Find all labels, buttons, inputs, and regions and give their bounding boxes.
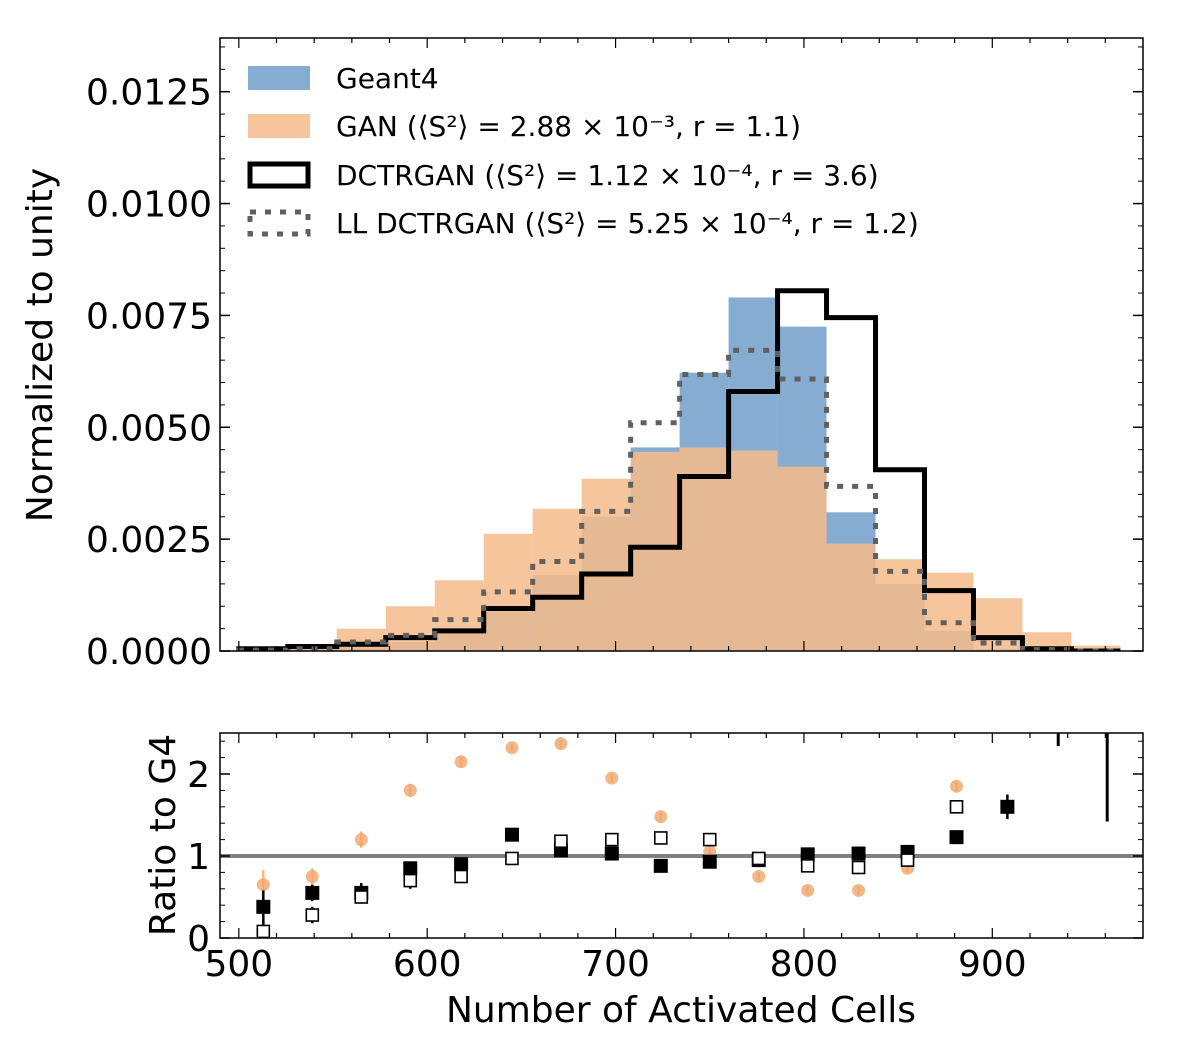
histogram-axes: 0.0000 0.0025 0.0050 0.0075 0.0100 0.0125 (86, 37, 1144, 673)
bar-gan-14 (924, 572, 974, 651)
point-ll-dctrgan (256, 924, 271, 938)
point-ll-dctrgan (751, 851, 766, 866)
legend-swatch-ll-dctrgan (247, 209, 311, 237)
legend-entry-ll-dctrgan: LL DCTRGAN (⟨S²⟩ = 5.25 × 10⁻⁴, r = 1.2) (336, 207, 919, 240)
bar-gan-5 (483, 533, 533, 651)
ratio-axes: 0 1 2 500 600 700 800 900 (187, 732, 1144, 985)
histogram-plot-frame (219, 37, 1144, 652)
ratio-panel: 0 1 2 500 600 700 800 900 Ratio to G4 Number of… (143, 732, 1144, 1031)
legend-entry-dctrgan: DCTRGAN (⟨S²⟩ = 1.12 × 10⁻⁴, r = 3.6) (336, 159, 879, 192)
histogram-bars (236, 288, 1121, 651)
legend-swatch-dctrgan (247, 161, 311, 189)
step-line-ll-dctrgan (236, 347, 1121, 651)
point-gan (354, 833, 368, 847)
point-gan (605, 771, 619, 785)
ratio-points (220, 733, 1143, 938)
point-dctrgan (504, 827, 519, 842)
point-ll-dctrgan (702, 832, 717, 847)
x-tick-label: 600 (393, 944, 462, 985)
x-tick-label: 700 (581, 944, 650, 985)
point-ll-dctrgan (403, 873, 418, 888)
point-gan (654, 810, 668, 824)
legend-entry-geant4: Geant4 (336, 62, 439, 95)
point-gan (505, 741, 519, 755)
point-ll-dctrgan (354, 890, 369, 904)
ratio-y-tick-label: 0 (187, 919, 210, 960)
ratio-plot-frame (219, 732, 1144, 939)
point-gan (256, 878, 270, 892)
bar-gan-7 (581, 478, 631, 651)
point-dctrgan (851, 846, 866, 861)
point-dctrgan (949, 830, 964, 845)
legend-swatch-geant4 (248, 66, 310, 90)
point-ll-dctrgan (605, 832, 619, 847)
bar-gan-13 (875, 559, 925, 651)
point-ll-dctrgan (949, 799, 964, 814)
x-tick-label: 800 (770, 944, 839, 985)
bar-gan-8 (630, 451, 680, 651)
bar-gan-17 (1071, 645, 1121, 651)
histogram-y-tick-label: 0.0100 (86, 185, 212, 226)
point-ll-dctrgan (851, 860, 866, 875)
x-tick-label: 500 (204, 944, 273, 985)
point-gan (403, 783, 417, 797)
point-dctrgan (653, 858, 668, 873)
bar-gan-6 (532, 508, 582, 651)
histogram-y-tick-label: 0.0050 (86, 408, 212, 449)
point-ll-dctrgan (305, 908, 320, 922)
bar-gan-10 (728, 450, 778, 651)
point-ll-dctrgan (505, 851, 519, 866)
point-dctrgan (1000, 799, 1015, 814)
point-gan (752, 870, 766, 883)
point-dctrgan (256, 899, 271, 914)
legend-entry-gan: GAN (⟨S²⟩ = 2.88 × 10⁻³, r = 1.1) (336, 110, 801, 143)
histogram-y-axis-label: Normalized to unity (20, 168, 61, 522)
legend: Geant4 GAN (⟨S²⟩ = 2.88 × 10⁻³, r = 1.1) D… (247, 62, 919, 240)
histogram-y-tick-label: 0.0125 (86, 73, 212, 114)
legend-swatch-gan (248, 114, 310, 138)
point-gan (950, 779, 964, 793)
histogram-y-tick-label: 0.0025 (86, 520, 212, 561)
ratio-y-tick-label: 1 (187, 837, 210, 878)
point-ll-dctrgan (653, 831, 668, 845)
bar-gan-4 (434, 580, 484, 651)
point-ll-dctrgan (554, 834, 568, 849)
point-gan (852, 883, 866, 897)
histogram-panel: 0.0000 0.0025 0.0050 0.0075 0.0100 0.0125 Nor… (20, 37, 1144, 673)
point-ll-dctrgan (800, 859, 815, 873)
point-gan (305, 870, 319, 883)
ratio-y-tick-label: 2 (187, 755, 210, 796)
bar-gan-2 (336, 628, 386, 651)
point-dctrgan (403, 861, 418, 876)
point-gan (554, 737, 568, 751)
point-gan (454, 755, 468, 769)
bar-gan-9 (679, 447, 729, 651)
bar-gan-3 (385, 606, 435, 651)
bar-gan-11 (777, 466, 827, 651)
point-dctrgan (305, 885, 320, 900)
histogram-y-tick-label: 0.0000 (86, 632, 212, 673)
histogram-y-tick-label: 0.0075 (86, 296, 212, 337)
point-ll-dctrgan (900, 853, 915, 867)
point-dctrgan (604, 846, 619, 861)
point-dctrgan (800, 847, 815, 862)
point-gan (801, 883, 815, 897)
point-dctrgan (702, 854, 717, 869)
bar-gan-12 (826, 543, 876, 651)
point-dctrgan (454, 857, 469, 872)
x-axis-label: Number of Activated Cells (446, 990, 916, 1031)
point-ll-dctrgan (454, 869, 468, 884)
x-tick-label: 900 (958, 944, 1027, 985)
ratio-y-axis-label: Ratio to G4 (143, 734, 184, 936)
